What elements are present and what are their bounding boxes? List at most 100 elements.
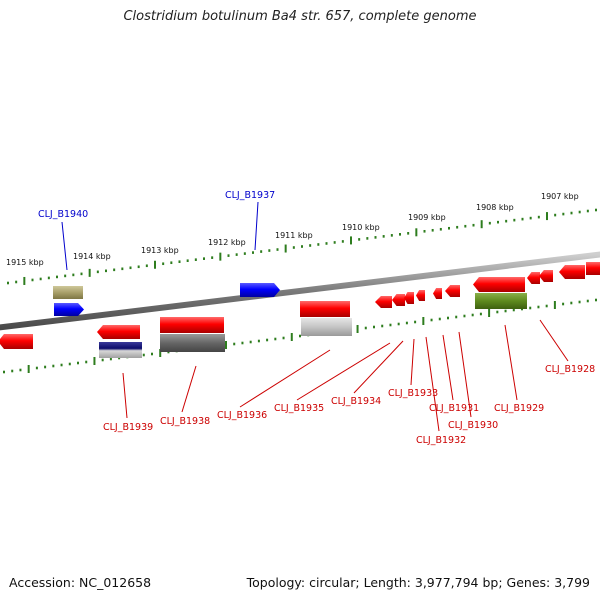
- gene-label[interactable]: CLJ_B1934: [331, 396, 381, 407]
- minor-tick: [423, 229, 426, 233]
- gene-feature[interactable]: [527, 272, 540, 284]
- gene-callout-line: [410, 338, 415, 386]
- minor-tick: [80, 272, 83, 276]
- minor-tick: [464, 224, 467, 228]
- minor-tick: [60, 363, 63, 367]
- gene-feature-shadow[interactable]: [99, 342, 142, 358]
- gene-feature-clj-b1938[interactable]: [160, 317, 224, 333]
- gene-feature-shadow[interactable]: [160, 334, 225, 352]
- gene-label[interactable]: CLJ_B1939: [103, 422, 153, 433]
- minor-tick: [142, 353, 145, 357]
- gene-label[interactable]: CLJ_B1933: [388, 388, 438, 399]
- gene-feature[interactable]: [586, 262, 600, 275]
- gene-label[interactable]: CLJ_B1937: [225, 190, 275, 201]
- gene-label[interactable]: CLJ_B1928: [545, 364, 595, 375]
- minor-tick: [11, 369, 14, 373]
- minor-tick: [381, 324, 384, 328]
- major-tick: [290, 333, 293, 341]
- gene-feature-shadow[interactable]: [475, 293, 527, 309]
- gene-callout-line: [61, 221, 68, 271]
- minor-tick: [333, 241, 336, 244]
- topology-summary: Topology: circular; Length: 3,977,794 bp…: [246, 575, 590, 590]
- minor-tick: [72, 273, 75, 277]
- minor-tick: [3, 370, 5, 374]
- minor-tick: [317, 243, 320, 246]
- gene-label[interactable]: CLJ_B1936: [217, 410, 267, 421]
- gene-callout-line: [353, 340, 404, 394]
- minor-tick: [578, 300, 581, 304]
- gene-feature-clj-b1931[interactable]: [433, 288, 442, 299]
- gene-feature-clj-b1930[interactable]: [445, 285, 460, 297]
- gene-label[interactable]: CLJ_B1932: [416, 435, 466, 446]
- minor-tick: [570, 301, 573, 305]
- gene-callout-line: [239, 349, 331, 408]
- minor-tick: [529, 306, 532, 310]
- gene-label[interactable]: CLJ_B1935: [274, 403, 324, 414]
- major-tick: [219, 252, 222, 261]
- gene-label[interactable]: CLJ_B1938: [160, 416, 210, 427]
- minor-tick: [233, 342, 236, 346]
- minor-tick: [537, 215, 540, 219]
- gene-feature-clj-b1940[interactable]: [54, 303, 84, 316]
- major-tick: [225, 341, 227, 349]
- minor-tick: [113, 268, 116, 272]
- major-tick: [88, 268, 91, 277]
- gene-feature-clj-b1933[interactable]: [404, 292, 414, 304]
- gene-feature-shadow[interactable]: [301, 318, 352, 336]
- gene-feature-khaki[interactable]: [53, 286, 83, 299]
- minor-tick: [109, 357, 112, 361]
- minor-tick: [595, 298, 597, 302]
- major-tick: [546, 212, 548, 221]
- minor-tick: [497, 220, 499, 224]
- minor-tick: [512, 308, 515, 312]
- gene-feature-clj-b1929[interactable]: [473, 277, 525, 292]
- major-tick: [350, 236, 352, 245]
- minor-tick: [471, 313, 474, 317]
- minor-tick: [268, 249, 271, 252]
- minor-tick: [364, 326, 367, 330]
- minor-tick: [488, 221, 491, 225]
- gene-label[interactable]: CLJ_B1929: [494, 403, 544, 414]
- gene-feature-clj-b1932[interactable]: [416, 290, 425, 301]
- minor-tick: [162, 262, 165, 266]
- minor-tick: [570, 211, 573, 215]
- minor-tick: [562, 212, 565, 216]
- gene-label[interactable]: CLJ_B1940: [38, 209, 88, 220]
- gene-feature[interactable]: [539, 270, 553, 282]
- minor-tick: [299, 334, 301, 338]
- gene-callout-line: [442, 334, 454, 401]
- gene-feature-clj-b1934[interactable]: [392, 294, 405, 306]
- gene-feature[interactable]: [0, 334, 33, 349]
- minor-tick: [545, 304, 548, 308]
- gene-callout-line: [458, 331, 472, 418]
- minor-tick: [309, 244, 312, 247]
- gene-label[interactable]: CLJ_B1930: [448, 420, 498, 431]
- minor-tick: [227, 254, 230, 257]
- minor-tick: [389, 323, 392, 327]
- scale-tick-label: 1910 kbp: [342, 223, 380, 232]
- gene-feature-clj-b1928[interactable]: [559, 265, 585, 279]
- gene-feature-clj-b1935[interactable]: [375, 296, 392, 308]
- gene-feature-clj-b1936[interactable]: [300, 301, 350, 317]
- minor-tick: [586, 299, 589, 303]
- gene-feature-clj-b1937[interactable]: [240, 283, 280, 297]
- minor-tick: [456, 225, 459, 229]
- minor-tick: [31, 278, 34, 282]
- minor-tick: [52, 364, 55, 368]
- minor-tick: [260, 250, 263, 253]
- minor-tick: [47, 276, 50, 280]
- gene-callout-line: [296, 342, 391, 401]
- minor-tick: [15, 280, 18, 284]
- minor-tick: [430, 318, 433, 322]
- minor-tick: [325, 242, 328, 245]
- gene-label[interactable]: CLJ_B1931: [429, 403, 479, 414]
- gene-feature-clj-b1939[interactable]: [97, 325, 140, 339]
- minor-tick: [274, 337, 277, 341]
- minor-tick: [186, 259, 189, 262]
- minor-tick: [276, 248, 279, 251]
- minor-tick: [496, 310, 499, 314]
- scale-tick-label: 1914 kbp: [73, 252, 111, 261]
- major-tick: [415, 228, 418, 237]
- minor-tick: [257, 339, 260, 343]
- genome-title: Clostridium botulinum Ba4 str. 657, comp…: [123, 9, 477, 24]
